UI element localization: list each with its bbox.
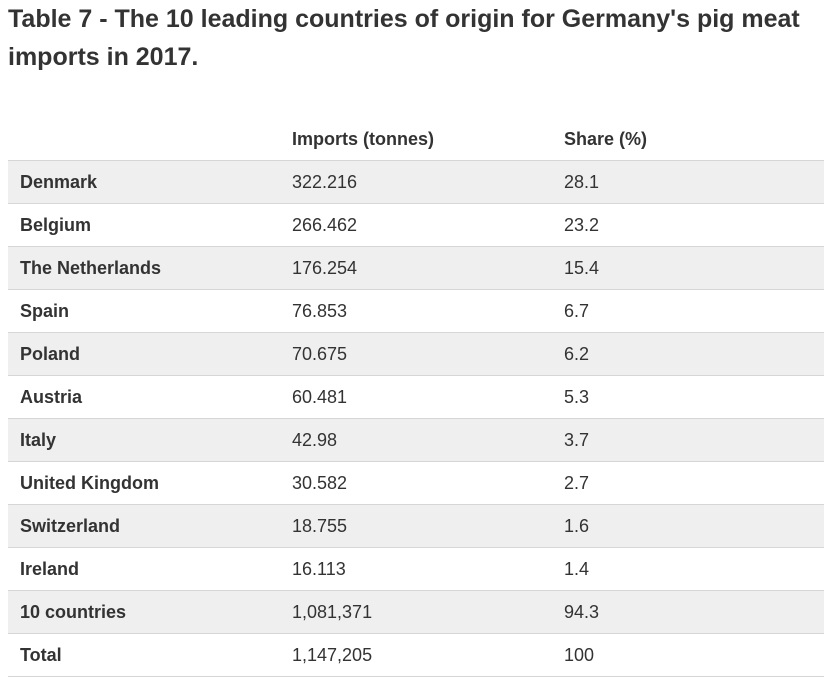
imports-cell: 42.98	[280, 418, 552, 462]
share-cell: 3.7	[552, 418, 824, 462]
country-cell: Denmark	[8, 160, 280, 204]
imports-cell: 18.755	[280, 504, 552, 548]
country-cell: Spain	[8, 289, 280, 333]
imports-cell: 266.462	[280, 203, 552, 247]
table-title: Table 7 - The 10 leading countries of or…	[8, 5, 800, 71]
column-header-share: Share (%)	[552, 118, 824, 161]
share-cell: 100	[552, 633, 824, 677]
column-header-country	[8, 118, 280, 161]
share-cell: 1.6	[552, 504, 824, 548]
country-cell: Ireland	[8, 547, 280, 591]
imports-cell: 76.853	[280, 289, 552, 333]
imports-cell: 1,081,371	[280, 590, 552, 634]
imports-cell: 176.254	[280, 246, 552, 290]
country-cell: 10 countries	[8, 590, 280, 634]
country-cell: Total	[8, 633, 280, 677]
table-row: Ireland 16.113 1.4	[8, 547, 824, 591]
share-cell: 1.4	[552, 547, 824, 591]
imports-cell: 60.481	[280, 375, 552, 419]
country-cell: Poland	[8, 332, 280, 376]
share-cell: 23.2	[552, 203, 824, 247]
imports-table: Imports (tonnes) Share (%) Denmark 322.2…	[8, 118, 824, 677]
share-cell: 94.3	[552, 590, 824, 634]
share-cell: 28.1	[552, 160, 824, 204]
column-header-imports: Imports (tonnes)	[280, 118, 552, 161]
table-row: Belgium 266.462 23.2	[8, 203, 824, 247]
table-row: The Netherlands 176.254 15.4	[8, 246, 824, 290]
share-cell: 6.2	[552, 332, 824, 376]
table-row: United Kingdom 30.582 2.7	[8, 461, 824, 505]
table-header-row: Imports (tonnes) Share (%)	[8, 118, 824, 161]
country-cell: United Kingdom	[8, 461, 280, 505]
share-cell: 5.3	[552, 375, 824, 419]
country-cell: The Netherlands	[8, 246, 280, 290]
country-cell: Austria	[8, 375, 280, 419]
share-cell: 6.7	[552, 289, 824, 333]
imports-cell: 70.675	[280, 332, 552, 376]
imports-cell: 322.216	[280, 160, 552, 204]
imports-cell: 16.113	[280, 547, 552, 591]
table-row: Austria 60.481 5.3	[8, 375, 824, 419]
country-cell: Belgium	[8, 203, 280, 247]
share-cell: 15.4	[552, 246, 824, 290]
table-row-subtotal: 10 countries 1,081,371 94.3	[8, 590, 824, 634]
imports-cell: 30.582	[280, 461, 552, 505]
table-row: Poland 70.675 6.2	[8, 332, 824, 376]
table-row: Italy 42.98 3.7	[8, 418, 824, 462]
table-row-total: Total 1,147,205 100	[8, 633, 824, 677]
country-cell: Switzerland	[8, 504, 280, 548]
table-row: Denmark 322.216 28.1	[8, 160, 824, 204]
table-row: Switzerland 18.755 1.6	[8, 504, 824, 548]
country-cell: Italy	[8, 418, 280, 462]
imports-cell: 1,147,205	[280, 633, 552, 677]
share-cell: 2.7	[552, 461, 824, 505]
table-row: Spain 76.853 6.7	[8, 289, 824, 333]
